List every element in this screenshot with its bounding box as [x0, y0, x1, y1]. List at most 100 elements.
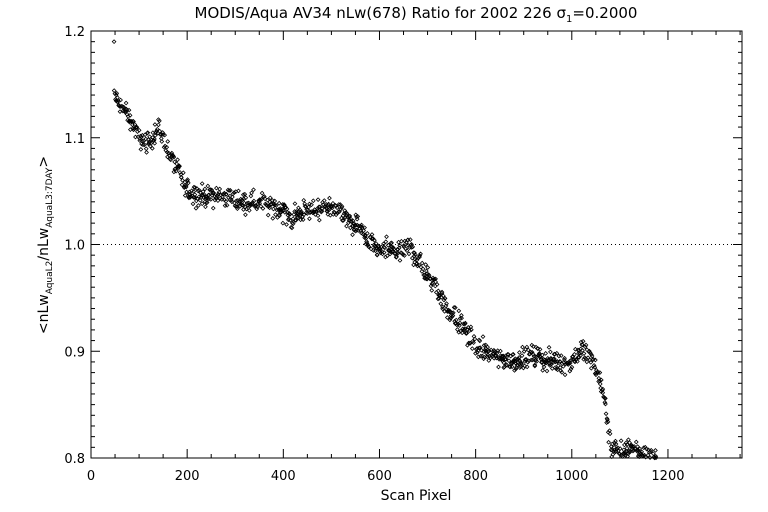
data-point — [369, 236, 375, 242]
data-point — [433, 276, 438, 282]
data-point — [554, 350, 560, 356]
data-point — [637, 446, 643, 452]
data-point — [180, 170, 186, 176]
data-point — [529, 349, 535, 355]
data-point — [420, 266, 426, 272]
data-point — [295, 215, 301, 221]
data-point — [222, 203, 228, 208]
data-point — [205, 183, 211, 189]
x-tick-label: 1000 — [555, 469, 588, 484]
data-point — [578, 352, 583, 358]
data-point — [469, 346, 475, 352]
data-point — [223, 191, 229, 197]
data-point — [229, 197, 234, 203]
data-point — [210, 190, 215, 196]
y-axis: 0.8 0.9 1.0 1.1 1.2 — [64, 25, 742, 467]
data-point — [472, 336, 478, 342]
data-point — [423, 262, 429, 268]
data-point — [631, 444, 637, 449]
data-point — [152, 140, 158, 146]
data-point — [369, 232, 375, 237]
data-point — [528, 357, 534, 363]
data-point — [114, 90, 120, 96]
data-point — [481, 343, 487, 348]
data-point — [645, 452, 651, 458]
data-point — [495, 348, 501, 354]
data-point — [379, 249, 385, 254]
data-point — [524, 344, 530, 350]
data-point — [405, 242, 411, 248]
data-point — [488, 347, 494, 353]
data-point — [134, 125, 140, 130]
data-point — [137, 138, 143, 143]
data-point — [248, 202, 253, 208]
data-point — [417, 254, 422, 260]
data-point — [592, 357, 598, 363]
data-point — [152, 122, 158, 127]
data-point — [648, 447, 654, 453]
data-point — [600, 386, 606, 392]
data-point — [512, 368, 517, 373]
data-point — [623, 453, 628, 458]
data-point — [276, 200, 282, 206]
data-point — [438, 301, 444, 307]
data-point — [373, 244, 379, 249]
data-point — [235, 206, 240, 212]
data-point — [520, 344, 525, 350]
data-point — [259, 190, 265, 196]
data-point — [604, 416, 610, 421]
data-point — [183, 183, 189, 188]
data-point — [329, 205, 335, 211]
data-point — [525, 359, 531, 365]
data-point — [148, 143, 153, 149]
data-point — [444, 301, 449, 306]
data-point — [450, 310, 456, 316]
data-point — [131, 127, 136, 133]
data-point — [610, 452, 616, 457]
data-point — [265, 212, 271, 218]
data-point — [481, 356, 487, 362]
data-point — [284, 206, 290, 212]
data-point — [214, 193, 220, 199]
data-point — [177, 170, 183, 175]
x-tick-label: 0 — [87, 469, 95, 484]
data-point — [115, 98, 121, 103]
data-point — [457, 320, 463, 326]
data-point — [632, 446, 638, 452]
data-point — [244, 206, 249, 212]
data-point — [573, 346, 578, 352]
data-point — [506, 352, 511, 357]
data-point — [364, 239, 369, 244]
data-point — [539, 352, 545, 358]
data-point — [597, 381, 603, 387]
data-point — [125, 114, 131, 119]
data-point — [118, 97, 123, 103]
data-point — [165, 139, 171, 144]
data-point — [531, 344, 536, 349]
data-point — [346, 213, 352, 219]
data-point — [273, 212, 278, 217]
data-point — [119, 103, 124, 109]
data-point — [208, 196, 214, 202]
data-point — [148, 141, 154, 146]
data-point — [136, 127, 142, 133]
data-point — [310, 210, 316, 216]
data-point — [121, 104, 127, 110]
data-point — [142, 142, 147, 148]
data-point — [517, 365, 523, 371]
data-point — [262, 196, 268, 202]
data-point — [544, 360, 549, 366]
data-point — [597, 370, 603, 375]
data-point — [242, 204, 248, 210]
data-point — [380, 251, 385, 257]
data-point — [486, 358, 492, 363]
data-point — [140, 138, 145, 144]
plot-frame — [90, 30, 743, 459]
data-point — [471, 340, 476, 346]
data-point — [394, 254, 399, 260]
data-point — [476, 345, 482, 351]
data-point — [284, 222, 289, 227]
data-point — [562, 355, 567, 361]
data-point — [593, 372, 599, 378]
data-point — [429, 288, 435, 293]
